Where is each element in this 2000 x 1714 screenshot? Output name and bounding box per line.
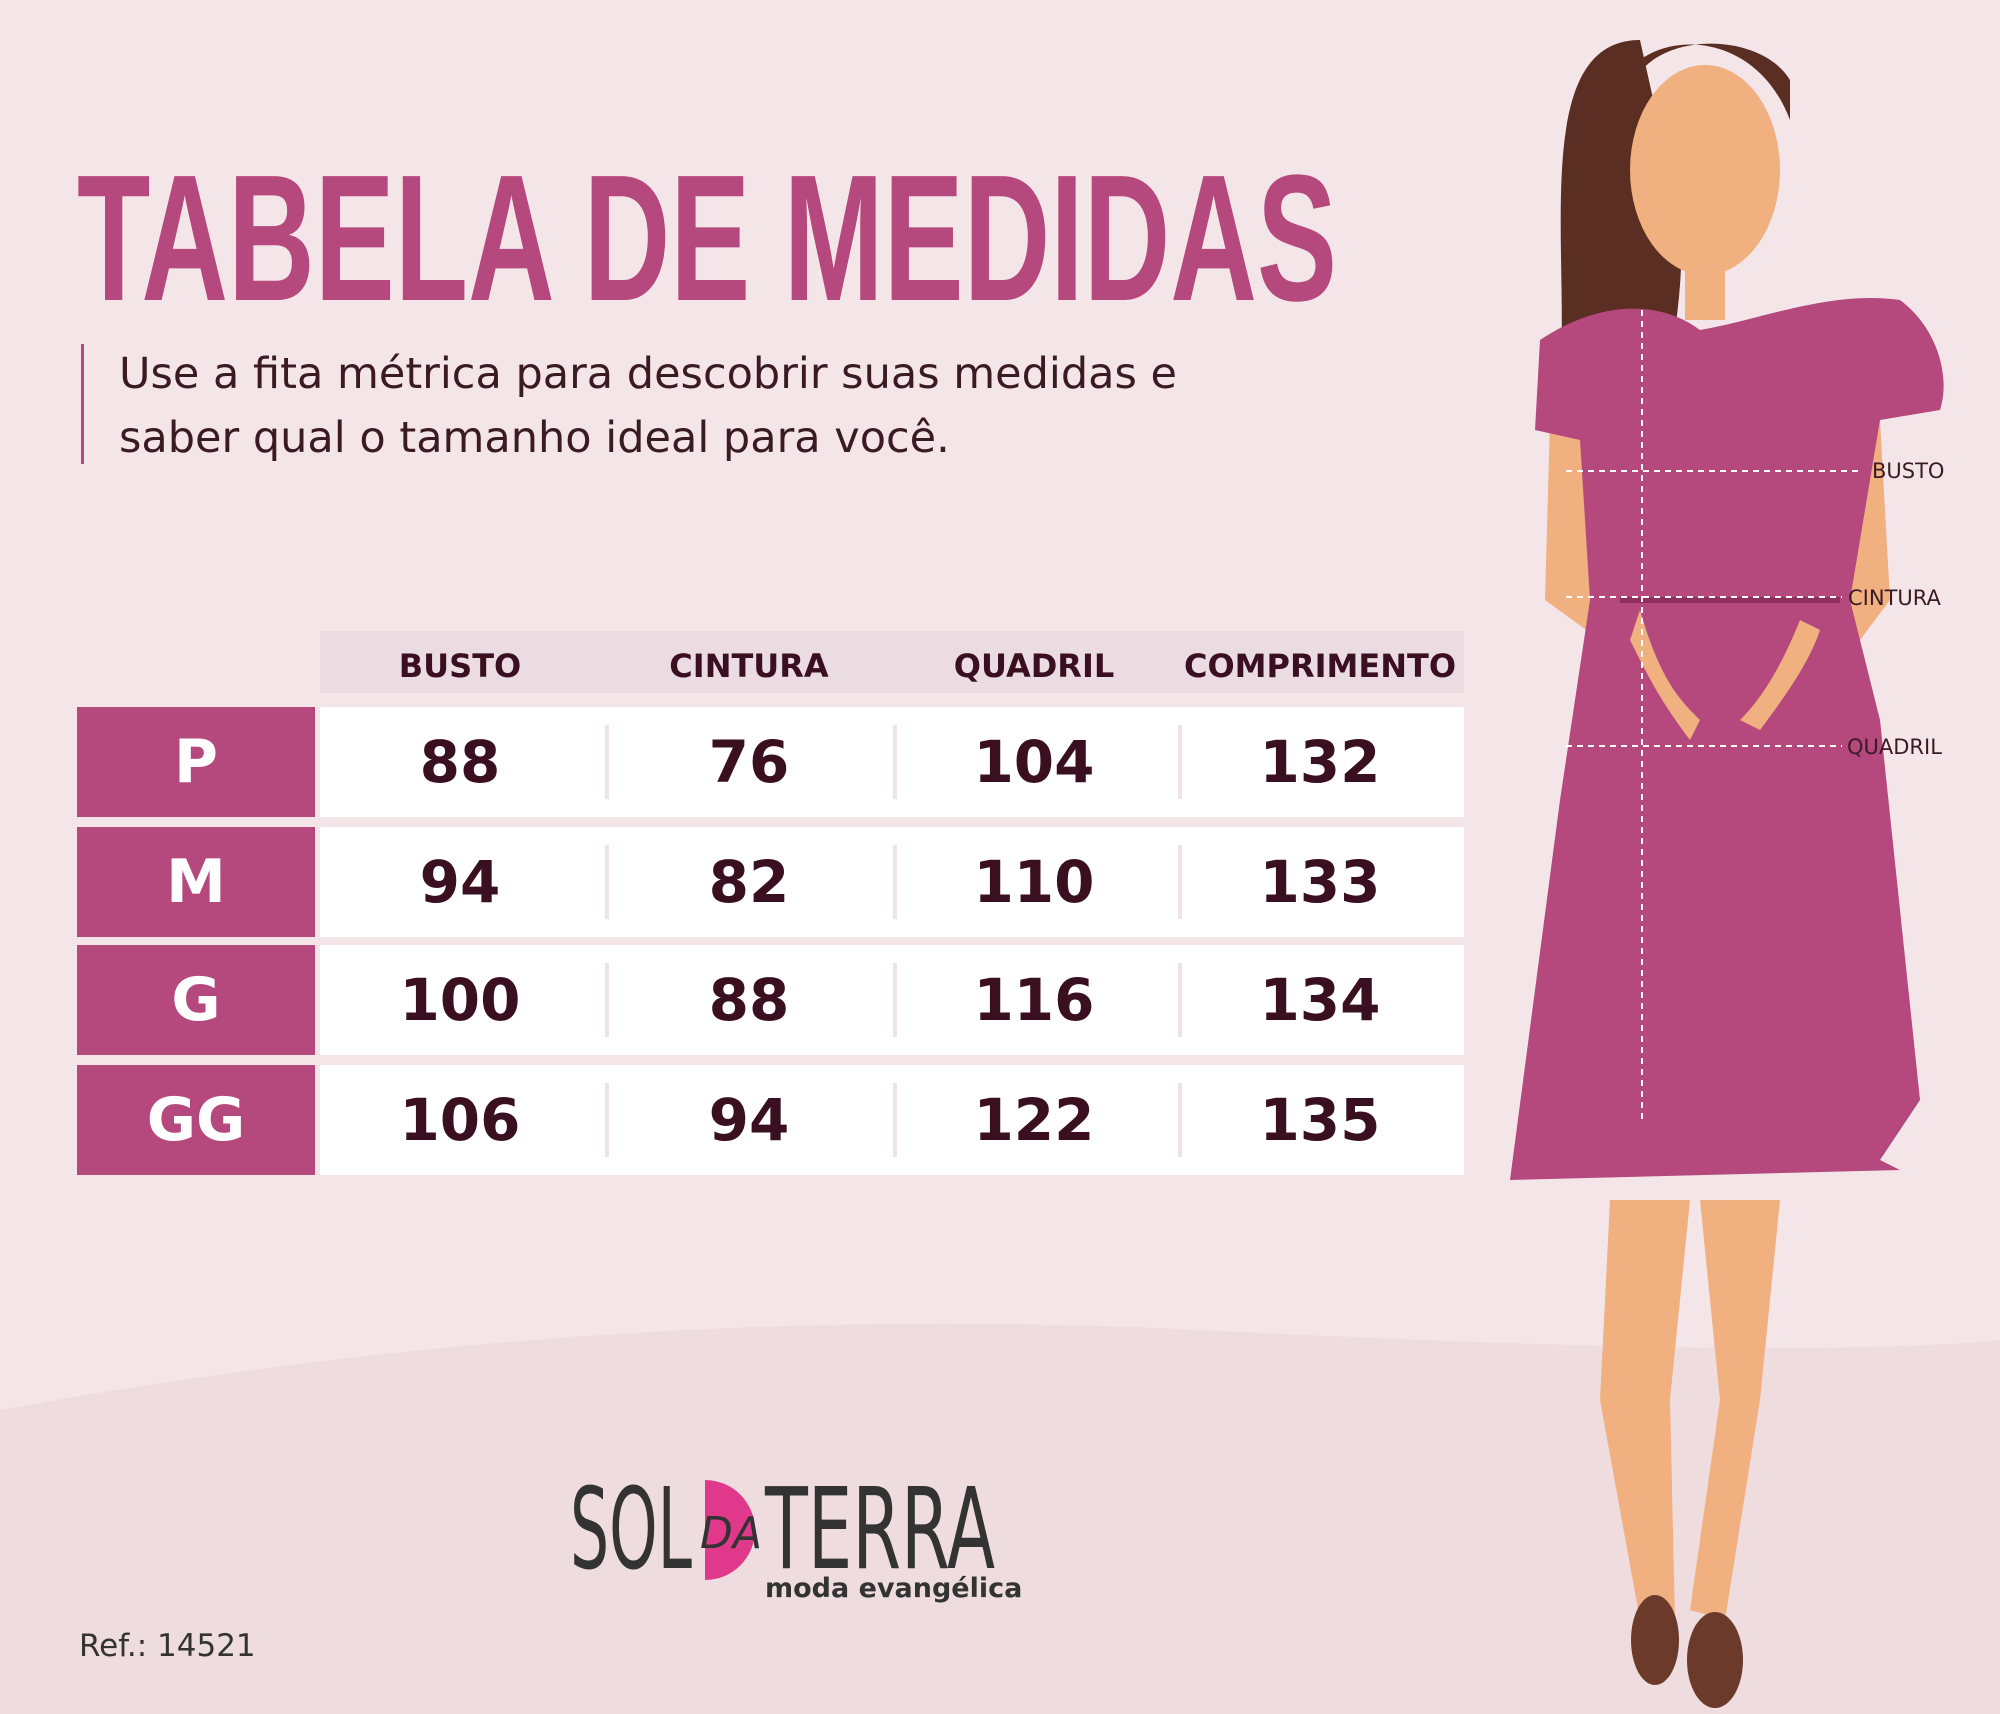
subtitle-bar xyxy=(81,344,84,464)
cell-value: 76 xyxy=(709,728,790,796)
size-cell xyxy=(77,827,315,937)
cell-value: 88 xyxy=(709,966,790,1034)
row-band xyxy=(320,707,1464,817)
cell-divider xyxy=(893,725,897,799)
column-header: COMPRIMENTO xyxy=(1184,647,1456,685)
cell-divider xyxy=(1178,963,1182,1037)
cell-value: 82 xyxy=(709,848,790,916)
cell-value: 132 xyxy=(1259,728,1380,796)
logo-word: TERRA xyxy=(764,1465,995,1595)
logo-disc xyxy=(705,1480,755,1580)
shoe xyxy=(1687,1612,1743,1708)
header-band xyxy=(320,631,1464,693)
dress xyxy=(1510,297,1944,1181)
cell-value: 100 xyxy=(399,966,520,1034)
reference: Ref.: 14521 xyxy=(79,1628,256,1664)
shoe xyxy=(1631,1595,1679,1685)
subtitle-line: Use a fita métrica para descobrir suas m… xyxy=(119,349,1177,399)
cell-divider xyxy=(1178,725,1182,799)
cell-value: 122 xyxy=(973,1086,1094,1154)
logo: SOL DA TERRA moda evangélica xyxy=(570,1465,1022,1604)
hands xyxy=(1630,610,1820,740)
size-label: M xyxy=(166,847,226,917)
size-cell xyxy=(77,1065,315,1175)
column-header: BUSTO xyxy=(399,647,521,685)
logo-word: DA xyxy=(700,1508,762,1559)
cell-divider xyxy=(1178,1083,1182,1157)
size-cell xyxy=(77,945,315,1055)
figure: BUSTO CINTURA QUADRIL xyxy=(1510,40,1944,1708)
cell-value: 94 xyxy=(420,848,501,916)
cell-value: 104 xyxy=(973,728,1094,796)
size-cell xyxy=(77,707,315,817)
head xyxy=(1630,65,1780,275)
cell-divider xyxy=(893,1083,897,1157)
logo-word: SOL xyxy=(570,1465,692,1595)
cell-value: 134 xyxy=(1259,966,1380,1034)
cell-value: 135 xyxy=(1259,1086,1380,1154)
figure-label: QUADRIL xyxy=(1847,735,1942,759)
cell-divider xyxy=(893,963,897,1037)
row-band xyxy=(320,1065,1464,1175)
cell-value: 116 xyxy=(973,966,1094,1034)
cell-value: 106 xyxy=(399,1086,520,1154)
size-table: BUSTO CINTURA QUADRIL COMPRIMENTO P 88 76 104 13… xyxy=(77,647,1464,1175)
cell-value: 88 xyxy=(420,728,501,796)
column-header: QUADRIL xyxy=(954,647,1114,685)
subtitle-line: saber qual o tamanho ideal para você. xyxy=(119,413,950,463)
column-header: CINTURA xyxy=(669,647,829,685)
cell-divider xyxy=(605,845,609,919)
cell-value: 133 xyxy=(1259,848,1380,916)
cell-divider xyxy=(605,1083,609,1157)
leg xyxy=(1600,1200,1690,1620)
cell-divider xyxy=(605,963,609,1037)
cell-value: 94 xyxy=(709,1086,790,1154)
leg xyxy=(1690,1200,1780,1620)
cell-divider xyxy=(605,725,609,799)
row-band xyxy=(320,945,1464,1055)
size-label: GG xyxy=(147,1085,246,1155)
title: TABELA DE MEDIDAS xyxy=(77,138,1337,339)
cell-divider xyxy=(1178,845,1182,919)
cell-divider xyxy=(893,845,897,919)
size-label: G xyxy=(171,965,220,1035)
background-wave xyxy=(0,1323,2000,1714)
figure-label: CINTURA xyxy=(1848,586,1942,610)
logo-tagline: moda evangélica xyxy=(765,1573,1022,1604)
size-label: P xyxy=(174,727,218,797)
hair-top xyxy=(1630,43,1790,120)
cell-value: 110 xyxy=(973,848,1094,916)
row-band xyxy=(320,827,1464,937)
figure-label: BUSTO xyxy=(1872,459,1944,483)
